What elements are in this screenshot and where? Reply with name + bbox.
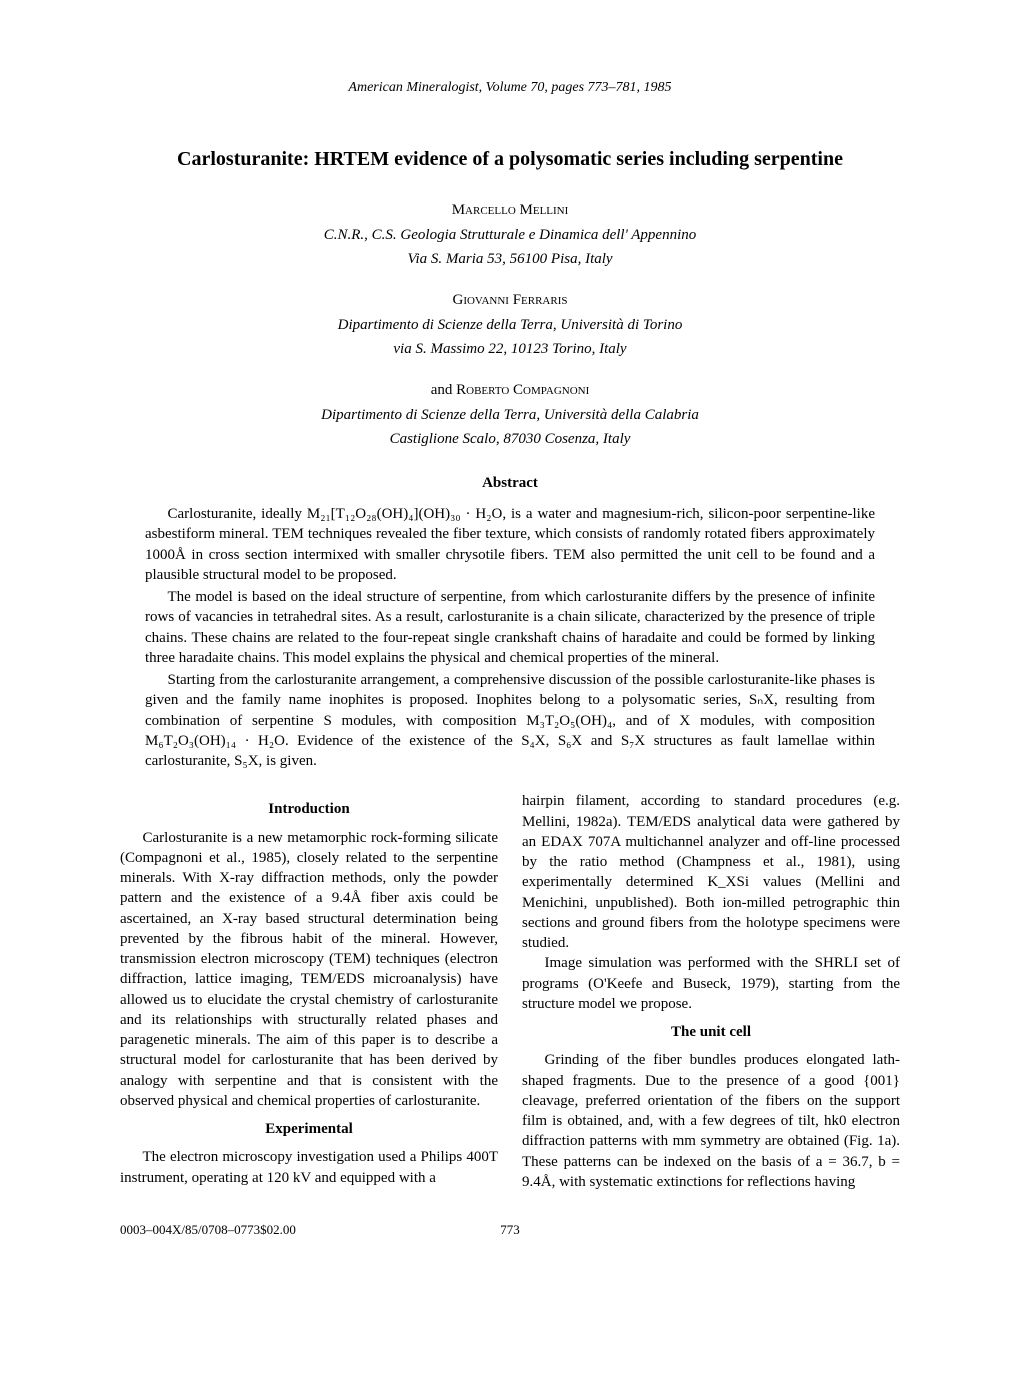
left-column: Introduction Carlosturanite is a new met… <box>120 791 498 1192</box>
paper-title: Carlosturanite: HRTEM evidence of a poly… <box>120 146 900 172</box>
author-block-2: Giovanni Ferraris Dipartimento di Scienz… <box>120 292 900 360</box>
unitcell-heading: The unit cell <box>522 1022 900 1042</box>
page-footer: 0003–004X/85/0708–0773$02.00 773 <box>120 1222 900 1238</box>
author-affil-2b: via S. Massimo 22, 10123 Torino, Italy <box>120 339 900 360</box>
author-name-3-name: Roberto Compagnoni <box>456 382 589 398</box>
author-affil-1b: Via S. Maria 53, 56100 Pisa, Italy <box>120 249 900 270</box>
page-number: 773 <box>380 1222 640 1238</box>
journal-header: American Mineralogist, Volume 70, pages … <box>120 80 900 96</box>
and-prefix: and <box>431 382 453 398</box>
author-affil-3a: Dipartimento di Scienze della Terra, Uni… <box>120 405 900 426</box>
experimental-heading: Experimental <box>120 1119 498 1139</box>
intro-heading: Introduction <box>120 799 498 819</box>
two-column-body: Introduction Carlosturanite is a new met… <box>120 791 900 1192</box>
experimental-text: The electron microscopy investigation us… <box>120 1147 498 1188</box>
author-affil-3b: Castiglione Scalo, 87030 Cosenza, Italy <box>120 429 900 450</box>
author-name-3: and Roberto Compagnoni <box>120 382 900 399</box>
unitcell-text: Grinding of the fiber bundles produces e… <box>522 1050 900 1192</box>
abstract-body: Carlosturanite, ideally M₂₁[T₁₂O₂₈(OH)₄]… <box>145 504 875 771</box>
author-affil-2a: Dipartimento di Scienze della Terra, Uni… <box>120 315 900 336</box>
author-affil-1a: C.N.R., C.S. Geologia Strutturale e Dina… <box>120 225 900 246</box>
author-block-3: and Roberto Compagnoni Dipartimento di S… <box>120 382 900 450</box>
abstract-p1: Carlosturanite, ideally M₂₁[T₁₂O₂₈(OH)₄]… <box>145 504 875 585</box>
continuation-text-2: Image simulation was performed with the … <box>522 953 900 1014</box>
footer-spacer <box>640 1222 900 1238</box>
abstract-heading: Abstract <box>120 475 900 492</box>
continuation-text-1: hairpin filament, according to standard … <box>522 791 900 953</box>
abstract-p2: The model is based on the ideal structur… <box>145 587 875 668</box>
author-name-1: Marcello Mellini <box>120 202 900 219</box>
author-name-2: Giovanni Ferraris <box>120 292 900 309</box>
abstract-p3: Starting from the carlosturanite arrange… <box>145 670 875 771</box>
author-block-1: Marcello Mellini C.N.R., C.S. Geologia S… <box>120 202 900 270</box>
right-column: hairpin filament, according to standard … <box>522 791 900 1192</box>
intro-text: Carlosturanite is a new metamorphic rock… <box>120 828 498 1112</box>
issn-code: 0003–004X/85/0708–0773$02.00 <box>120 1222 380 1238</box>
